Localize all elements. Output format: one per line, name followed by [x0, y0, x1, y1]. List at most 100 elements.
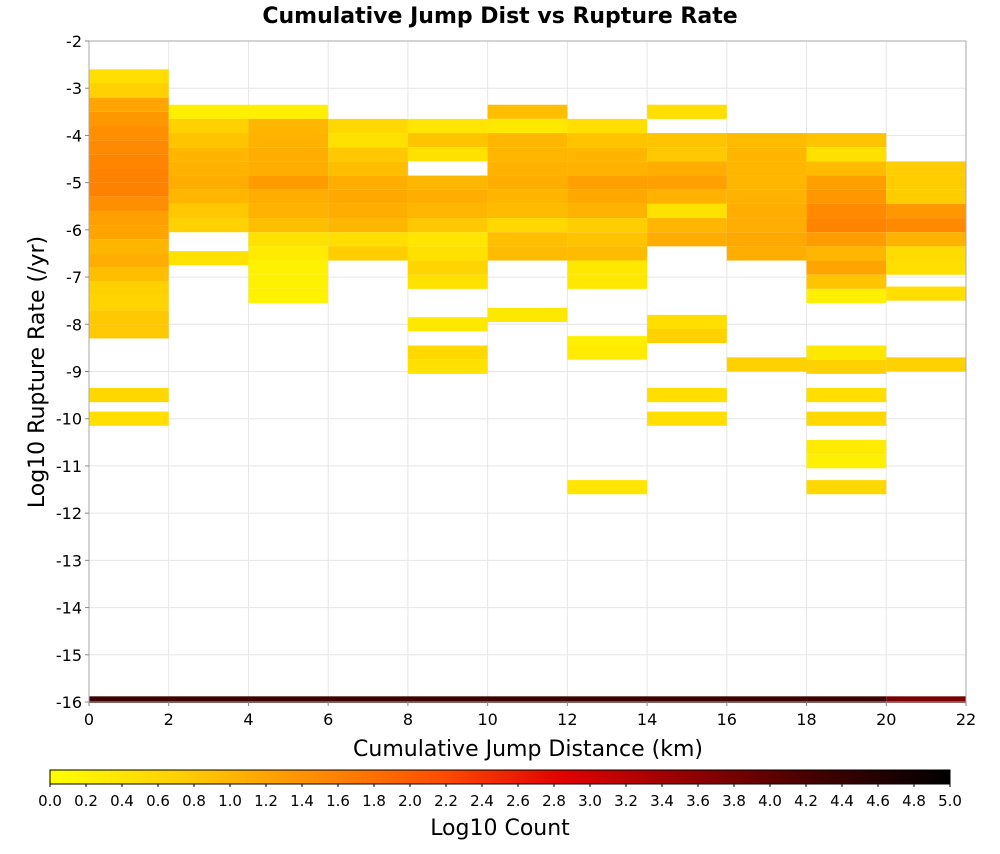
heatmap-cell	[726, 203, 807, 219]
y-tick-label: -7	[66, 268, 82, 287]
colorbar-tick-label: 0.0	[38, 792, 62, 810]
heatmap-cell	[487, 104, 568, 119]
heatmap-cell	[168, 203, 249, 219]
heatmap-cell	[89, 411, 169, 426]
heatmap-cell	[806, 246, 887, 261]
heatmap-cell	[726, 175, 807, 190]
heatmap-cell	[726, 147, 807, 162]
axis-ticks: 0 2 4 6 8 10 12 14 16 18 20 22 -2 -3 -4 -5 -6 -7 -8 -9 -10 -1…	[56, 32, 976, 729]
heatmap-cell	[806, 288, 887, 304]
x-tick-label: 22	[956, 710, 976, 729]
x-tick-label: 0	[84, 710, 94, 729]
colorbar-tick-label: 3.2	[614, 792, 638, 810]
heatmap-cell	[726, 232, 807, 247]
heatmap-cell	[487, 133, 568, 148]
heatmap-cell	[248, 189, 329, 204]
heatmap-cell	[567, 218, 648, 233]
x-tick-label: 18	[796, 710, 816, 729]
heatmap-cell	[567, 118, 648, 134]
heatmap-cell	[168, 251, 249, 266]
heatmap-cell	[328, 232, 408, 247]
heatmap-cell	[886, 246, 966, 261]
heatmap-cell	[567, 203, 648, 219]
heatmap-cell	[248, 232, 329, 247]
heatmap-cell	[89, 125, 169, 141]
chart-title: Cumulative Jump Dist vs Rupture Rate	[262, 4, 737, 29]
heatmap-cell	[89, 182, 169, 197]
heatmap-cell	[487, 307, 568, 322]
colorbar-tick-label: 3.0	[578, 792, 602, 810]
heatmap-cell	[567, 480, 648, 495]
heatmap-cell	[886, 357, 966, 372]
heatmap-cell	[89, 168, 169, 183]
heatmap-cell	[567, 133, 648, 148]
heatmap-cell	[806, 411, 887, 426]
heatmap-cell	[647, 161, 727, 176]
heatmap-cells	[89, 69, 966, 703]
heatmap-cell	[407, 189, 488, 204]
y-tick-label: -9	[66, 363, 82, 382]
y-tick-label: -8	[66, 315, 82, 334]
heatmap-cell	[726, 218, 807, 233]
heatmap-cell	[806, 232, 887, 247]
heatmap-cell	[806, 218, 887, 233]
colorbar-tick-label: 1.6	[326, 792, 350, 810]
heatmap-cell	[248, 104, 329, 119]
heatmap-cell	[89, 69, 169, 84]
heatmap-cell	[806, 161, 887, 176]
heatmap-cell	[407, 147, 488, 162]
heatmap-cell	[168, 161, 249, 176]
x-tick-label: 12	[557, 710, 577, 729]
heatmap-cell	[168, 133, 249, 148]
colorbar-tick-label: 4.0	[758, 792, 782, 810]
heatmap-cell	[168, 189, 249, 204]
heatmap-cell	[806, 359, 887, 374]
colorbar-tick-label: 2.2	[434, 792, 458, 810]
colorbar-tick-label: 4.2	[794, 792, 818, 810]
heatmap-cell	[328, 218, 408, 233]
heatmap-cell	[487, 161, 568, 176]
heatmap-cell	[567, 189, 648, 204]
heatmap-cell	[407, 359, 488, 374]
heatmap-cell	[567, 246, 648, 261]
y-tick-label: -15	[56, 646, 82, 665]
heatmap-cell	[328, 246, 408, 261]
x-tick-label: 16	[717, 710, 737, 729]
heatmap-cell	[89, 295, 169, 311]
colorbar-label: Log10 Count	[430, 816, 570, 841]
colorbar-tick-label: 2.6	[506, 792, 530, 810]
heatmap-cell	[328, 203, 408, 219]
heatmap-cell	[487, 118, 568, 134]
heatmap-cell	[567, 260, 648, 275]
heatmap-cell	[89, 388, 169, 403]
heatmap-cell	[407, 260, 488, 275]
heatmap-cell	[487, 175, 568, 190]
heatmap-cell	[168, 118, 249, 134]
colorbar-tick-label: 3.8	[722, 792, 746, 810]
heatmap-cell	[567, 345, 648, 360]
y-tick-label: -3	[66, 79, 82, 98]
heatmap-cell	[89, 239, 169, 254]
heatmap-cell	[89, 83, 169, 98]
colorbar-tick-label: 1.4	[290, 792, 314, 810]
heatmap-cell	[886, 189, 966, 204]
y-tick-label: -4	[66, 126, 82, 145]
heatmap-cell	[89, 140, 169, 155]
heatmap-cell	[248, 118, 329, 134]
heatmap-cell	[726, 246, 807, 261]
heatmap-cell	[567, 161, 648, 176]
heatmap-cell	[168, 218, 249, 233]
heatmap-cell	[886, 260, 966, 275]
x-tick-label: 14	[637, 710, 657, 729]
heatmap-cell	[328, 161, 408, 176]
colorbar-tick-label: 0.8	[182, 792, 206, 810]
heatmap-cell	[647, 232, 727, 247]
y-axis-label: Log10 Rupture Rate (/yr)	[25, 236, 50, 508]
colorbar-tick-label: 0.4	[110, 792, 134, 810]
heatmap-cell	[248, 246, 329, 261]
heatmap-cell	[886, 175, 966, 190]
heatmap-cell	[647, 175, 727, 190]
heatmap-cell	[407, 232, 488, 247]
heatmap-cell	[168, 175, 249, 190]
